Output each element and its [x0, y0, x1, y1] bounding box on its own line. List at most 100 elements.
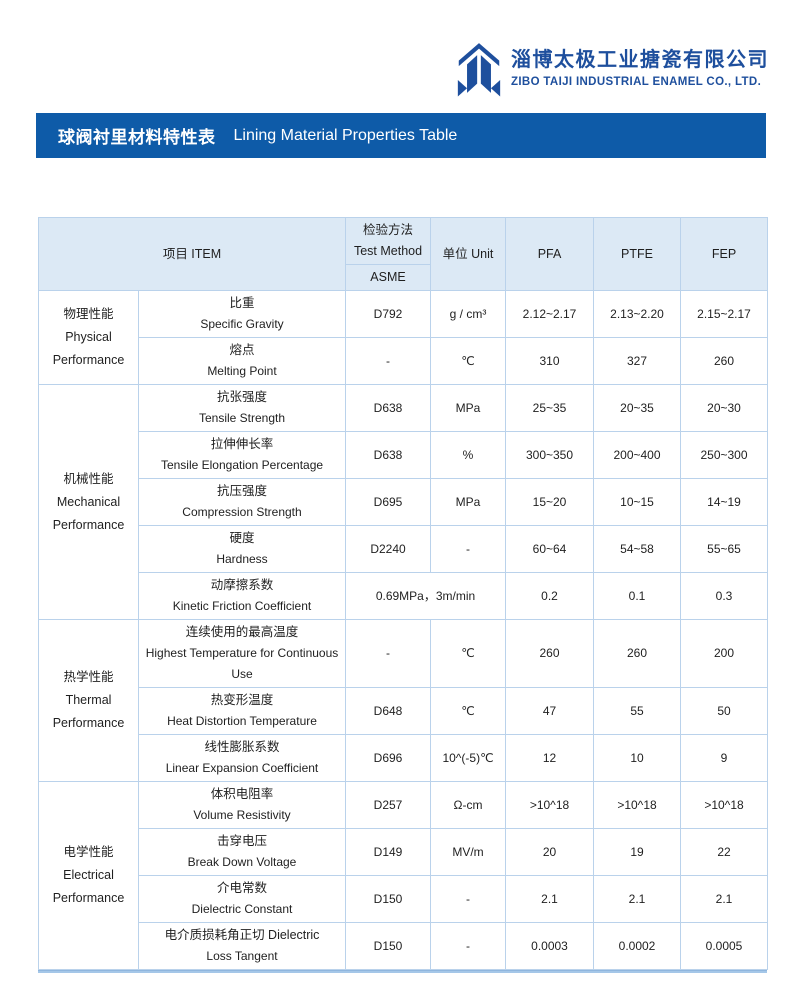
cell-ptfe: 10 [593, 734, 681, 782]
cell-item: 介电常数 Dielectric Constant [138, 875, 346, 923]
category-en: Mechanical Performance [52, 494, 125, 532]
cell-pfa: 15~20 [505, 478, 594, 526]
cell-item: 热变形温度 Heat Distortion Temperature [138, 687, 346, 735]
cell-pfa: 0.2 [505, 572, 594, 620]
cell-fep: 200 [680, 619, 768, 688]
table-row: 动摩擦系数 Kinetic Friction Coefficient 0.69MP… [39, 572, 768, 620]
cell-ptfe: 200~400 [593, 431, 681, 479]
header-test-method-en: Test Method [353, 244, 423, 258]
cell-unit: Ω-cm [430, 781, 506, 829]
banner-title-cn: 球阀衬里材料特性表 [58, 128, 216, 147]
cell-ptfe: 327 [593, 337, 681, 385]
table-row: 电介质损耗角正切 Dielectric Loss Tangent D150 - 0… [39, 922, 768, 970]
cell-method: D696 [345, 734, 431, 782]
table-row: 机械性能 Mechanical Performance 抗张强度 Tensile … [38, 384, 768, 620]
cell-fep: 260 [680, 337, 768, 385]
cell-unit: ℃ [430, 337, 506, 385]
cell-item: 比重 Specific Gravity [138, 290, 346, 338]
category-cn: 电学性能 [63, 845, 114, 859]
cell-ptfe: 2.13~2.20 [593, 290, 681, 338]
cell-item: 体积电阻率 Volume Resistivity [138, 781, 346, 829]
cell-ptfe: 10~15 [593, 478, 681, 526]
table-row: 线性膨胀系数 Linear Expansion Coefficient D696 … [39, 734, 768, 782]
cell-method: D792 [345, 290, 431, 338]
header-ptfe: PTFE [593, 217, 681, 291]
cell-fep: >10^18 [680, 781, 768, 829]
cell-pfa: >10^18 [505, 781, 594, 829]
cell-ptfe: 55 [593, 687, 681, 735]
cell-item: 熔点 Melting Point [138, 337, 346, 385]
taiji-building-logo-icon [456, 36, 502, 100]
cell-method: D257 [345, 781, 431, 829]
cell-pfa: 2.1 [505, 875, 594, 923]
cell-unit: MV/m [430, 828, 506, 876]
cell-unit: MPa [430, 478, 506, 526]
cell-ptfe: 0.1 [593, 572, 681, 620]
cell-unit: g / cm³ [430, 290, 506, 338]
cell-item: 抗张强度 Tensile Strength [138, 384, 346, 432]
header-item: 项目 ITEM [38, 217, 346, 291]
cell-item: 连续使用的最高温度 Highest Temperature for Continu… [138, 619, 346, 688]
cell-ptfe: >10^18 [593, 781, 681, 829]
category-en: Physical Performance [52, 330, 125, 367]
company-name-en: ZIBO TAIJI INDUSTRIAL ENAMEL CO., LTD. [511, 75, 762, 88]
cell-method: - [345, 619, 431, 688]
cell-unit: 10^(-5)℃ [430, 734, 506, 782]
cell-pfa: 300~350 [505, 431, 594, 479]
lining-material-properties-table: 项目 ITEM 检验方法 Test Method ASME 单位 Unit PF… [38, 217, 768, 970]
properties-table-wrap: 项目 ITEM 检验方法 Test Method ASME 单位 Unit PF… [38, 217, 768, 973]
category-cn: 热学性能 [63, 670, 114, 684]
cell-fep: 20~30 [680, 384, 768, 432]
cell-method: D149 [345, 828, 431, 876]
cell-unit: - [430, 525, 506, 573]
cell-ptfe: 20~35 [593, 384, 681, 432]
category-cell-mechanical: 机械性能 Mechanical Performance [38, 384, 139, 620]
cell-method: D695 [345, 478, 431, 526]
category-cell-thermal: 热学性能 Thermal Performance [38, 619, 139, 782]
category-en: Thermal Performance [52, 693, 125, 730]
cell-pfa: 260 [505, 619, 594, 688]
cell-unit: - [430, 922, 506, 970]
cell-unit: - [430, 875, 506, 923]
table-row: 拉伸伸长率 Tensile Elongation Percentage D638 … [39, 431, 768, 479]
cell-ptfe: 54~58 [593, 525, 681, 573]
cell-fep: 14~19 [680, 478, 768, 526]
cell-unit: MPa [430, 384, 506, 432]
header-unit: 单位 Unit [430, 217, 506, 291]
table-row: 抗压强度 Compression Strength D695 MPa 15~20 … [39, 478, 768, 526]
cell-item: 硬度 Hardness [138, 525, 346, 573]
table-row: 硬度 Hardness D2240 - 60~64 54~58 55~65 [39, 525, 768, 573]
cell-fep: 250~300 [680, 431, 768, 479]
cell-item: 线性膨胀系数 Linear Expansion Coefficient [138, 734, 346, 782]
table-row: 电学性能 Electrical Performance 体积电阻率 Volume … [38, 781, 768, 970]
table-header-row: 项目 ITEM 检验方法 Test Method ASME 单位 Unit PF… [38, 217, 768, 291]
company-name-cn: 淄博太极工业搪瓷有限公司 [511, 48, 769, 71]
cell-pfa: 60~64 [505, 525, 594, 573]
cell-fep: 0.0005 [680, 922, 768, 970]
title-banner: 球阀衬里材料特性表 Lining Material Properties Tab… [36, 113, 766, 158]
cell-fep: 50 [680, 687, 768, 735]
table-row: 物理性能 Physical Performance 比重 Specific Gra… [38, 290, 768, 385]
cell-item: 电介质损耗角正切 Dielectric Loss Tangent [138, 922, 346, 970]
category-cell-electrical: 电学性能 Electrical Performance [38, 781, 139, 970]
cell-item: 拉伸伸长率 Tensile Elongation Percentage [138, 431, 346, 479]
cell-method: D648 [345, 687, 431, 735]
cell-unit: ℃ [430, 687, 506, 735]
header-fep: FEP [680, 217, 768, 291]
category-cn: 物理性能 [63, 307, 114, 321]
header-test-method-cn: 检验方法 [362, 223, 413, 237]
cell-pfa: 12 [505, 734, 594, 782]
category-cell-physical: 物理性能 Physical Performance [38, 290, 139, 385]
header-asme: ASME [370, 269, 406, 284]
cell-fep: 2.15~2.17 [680, 290, 768, 338]
cell-item: 动摩擦系数 Kinetic Friction Coefficient [138, 572, 346, 620]
cell-unit: ℃ [430, 619, 506, 688]
table-bottom-bar [38, 970, 767, 973]
cell-pfa: 310 [505, 337, 594, 385]
table-row: 熔点 Melting Point - ℃ 310 327 260 [39, 337, 768, 385]
cell-ptfe: 19 [593, 828, 681, 876]
cell-method: - [345, 337, 431, 385]
cell-pfa: 25~35 [505, 384, 594, 432]
cell-method: D638 [345, 431, 431, 479]
